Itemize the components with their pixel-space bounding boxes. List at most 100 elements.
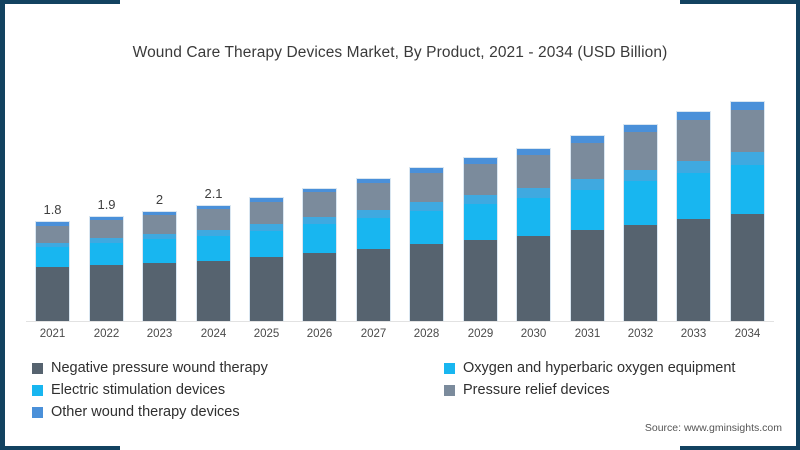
bar-stack[interactable]: [571, 135, 604, 321]
bar-segment[interactable]: [197, 209, 230, 230]
bar-segment[interactable]: [357, 249, 390, 321]
bar-segment[interactable]: [36, 242, 69, 248]
bar-segment[interactable]: [357, 183, 390, 210]
bar-segment[interactable]: [517, 187, 550, 198]
bar-segment[interactable]: [197, 260, 230, 321]
bar-segment[interactable]: [571, 143, 604, 179]
bar-segment[interactable]: [303, 224, 336, 254]
bar-segment[interactable]: [464, 157, 497, 164]
bar-segment[interactable]: [464, 195, 497, 205]
bar-segment[interactable]: [410, 167, 443, 174]
bar-segment[interactable]: [464, 163, 497, 196]
bar-segment[interactable]: [571, 230, 604, 321]
bar-group[interactable]: [731, 101, 764, 321]
bar-segment[interactable]: [677, 160, 710, 174]
bar-stack[interactable]: [303, 188, 336, 321]
bar-group[interactable]: [517, 148, 550, 321]
bar-group[interactable]: [410, 167, 443, 321]
bar-segment[interactable]: [250, 224, 283, 231]
bar-group[interactable]: 2: [143, 192, 176, 321]
bar-segment[interactable]: [90, 238, 123, 244]
bar-segment[interactable]: [571, 135, 604, 144]
bar-stack[interactable]: [677, 111, 710, 321]
bar-segment[interactable]: [677, 111, 710, 120]
bar-segment[interactable]: [410, 173, 443, 203]
bar-segment[interactable]: [517, 148, 550, 156]
legend-item[interactable]: Other wound therapy devices: [32, 404, 240, 420]
bar-segment[interactable]: [90, 220, 123, 239]
bar-group[interactable]: 2.1: [197, 186, 230, 321]
bar-group[interactable]: [624, 124, 657, 321]
legend-item[interactable]: Electric stimulation devices: [32, 382, 225, 398]
bar-segment[interactable]: [250, 230, 283, 258]
bar-segment[interactable]: [731, 101, 764, 110]
bar-stack[interactable]: [731, 101, 764, 321]
bar-group[interactable]: 1.8: [36, 202, 69, 321]
bar-segment[interactable]: [731, 152, 764, 166]
bar-stack[interactable]: [410, 167, 443, 321]
bar-segment[interactable]: [36, 222, 69, 226]
bar-segment[interactable]: [357, 218, 390, 250]
bar-segment[interactable]: [36, 247, 69, 268]
bar-group[interactable]: 1.9: [90, 197, 123, 321]
bar-segment[interactable]: [90, 243, 123, 266]
bar-segment[interactable]: [464, 204, 497, 240]
bar-segment[interactable]: [90, 217, 123, 221]
legend-item[interactable]: Oxygen and hyperbaric oxygen equipment: [444, 360, 735, 376]
bar-segment[interactable]: [517, 197, 550, 236]
bar-segment[interactable]: [143, 262, 176, 321]
bar-group[interactable]: [250, 197, 283, 321]
bar-segment[interactable]: [303, 192, 336, 217]
bar-segment[interactable]: [624, 132, 657, 170]
bar-segment[interactable]: [143, 233, 176, 240]
bar-segment[interactable]: [197, 229, 230, 236]
bar-segment[interactable]: [90, 265, 123, 321]
bar-segment[interactable]: [517, 235, 550, 321]
bar-segment[interactable]: [464, 239, 497, 321]
bar-segment[interactable]: [571, 178, 604, 190]
bar-segment[interactable]: [197, 206, 230, 210]
bar-segment[interactable]: [677, 173, 710, 220]
bar-stack[interactable]: [517, 148, 550, 321]
bar-segment[interactable]: [410, 210, 443, 245]
bar-segment[interactable]: [303, 188, 336, 193]
bar-segment[interactable]: [731, 213, 764, 321]
bar-stack[interactable]: [36, 222, 69, 321]
legend-item[interactable]: Pressure relief devices: [444, 382, 610, 398]
bar-segment[interactable]: [571, 189, 604, 231]
bar-segment[interactable]: [677, 119, 710, 161]
bar-group[interactable]: [677, 111, 710, 321]
bar-segment[interactable]: [143, 239, 176, 263]
bar-group[interactable]: [357, 178, 390, 321]
bar-segment[interactable]: [250, 257, 283, 321]
bar-segment[interactable]: [731, 165, 764, 214]
bar-segment[interactable]: [410, 244, 443, 321]
bar-segment[interactable]: [677, 219, 710, 321]
bar-segment[interactable]: [624, 124, 657, 133]
bar-segment[interactable]: [303, 216, 336, 225]
bar-segment[interactable]: [624, 224, 657, 321]
bar-segment[interactable]: [357, 178, 390, 184]
bar-group[interactable]: [464, 157, 497, 321]
bar-segment[interactable]: [624, 169, 657, 182]
bar-group[interactable]: [303, 188, 336, 321]
bar-segment[interactable]: [624, 181, 657, 225]
bar-segment[interactable]: [731, 109, 764, 153]
bar-stack[interactable]: [197, 206, 230, 321]
bar-segment[interactable]: [143, 214, 176, 234]
bar-segment[interactable]: [357, 209, 390, 219]
bar-segment[interactable]: [250, 201, 283, 225]
bar-segment[interactable]: [143, 211, 176, 215]
bar-stack[interactable]: [357, 178, 390, 321]
bar-stack[interactable]: [90, 217, 123, 321]
bar-segment[interactable]: [303, 253, 336, 321]
bar-stack[interactable]: [250, 197, 283, 321]
legend-item[interactable]: Negative pressure wound therapy: [32, 360, 268, 376]
bar-segment[interactable]: [197, 235, 230, 261]
bar-segment[interactable]: [36, 267, 69, 321]
bar-stack[interactable]: [464, 157, 497, 321]
bar-stack[interactable]: [143, 211, 176, 321]
bar-segment[interactable]: [250, 197, 283, 202]
bar-segment[interactable]: [36, 225, 69, 243]
bar-stack[interactable]: [624, 124, 657, 321]
